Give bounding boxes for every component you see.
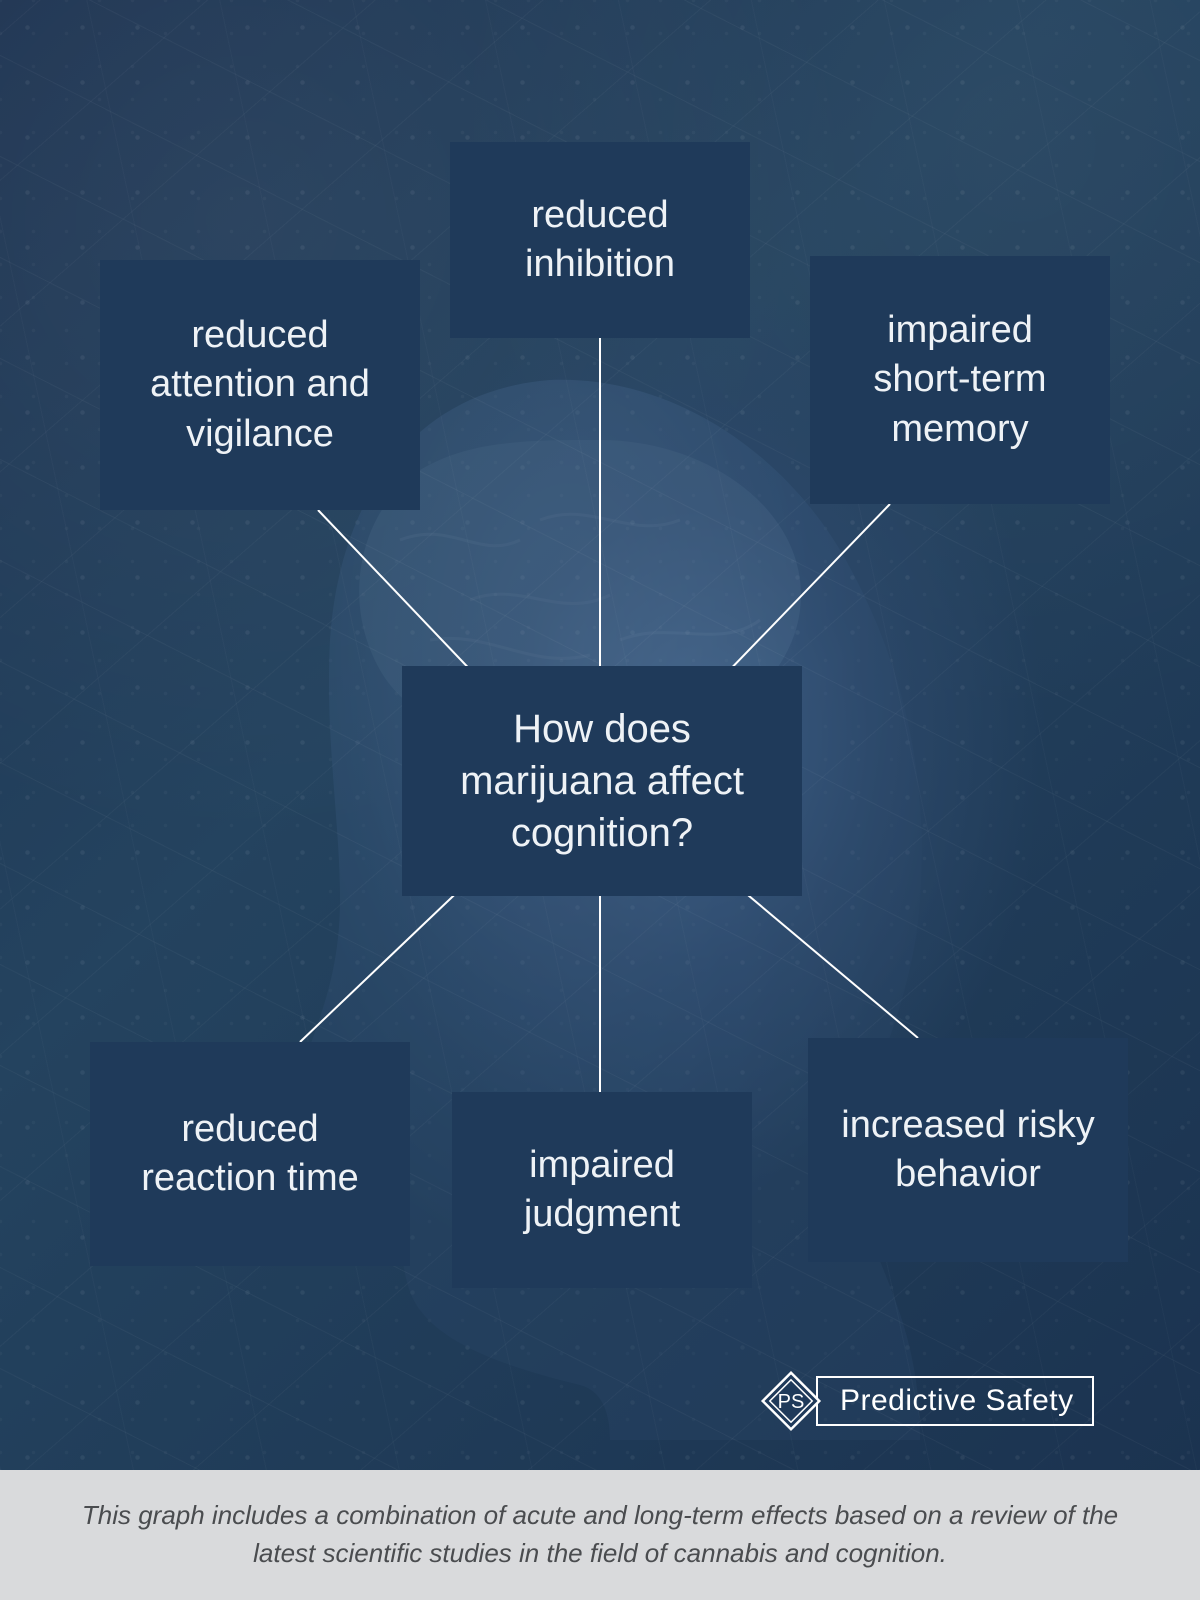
leaf-node-judgment: impaired judgment — [452, 1092, 752, 1288]
center-node: How does marijuana affect cognition? — [402, 666, 802, 896]
leaf-node-risky: increased risky behavior — [808, 1038, 1128, 1262]
logo-diamond-icon: PS — [760, 1370, 822, 1432]
infographic-canvas: How does marijuana affect cognition? red… — [0, 0, 1200, 1600]
leaf-node-memory: impaired short-term memory — [810, 256, 1110, 504]
leaf-node-reaction: reduced reaction time — [90, 1042, 410, 1266]
brand-logo: PS Predictive Safety — [760, 1370, 1094, 1432]
logo-initials: PS — [778, 1391, 805, 1413]
footer-caption: This graph includes a combination of acu… — [0, 1470, 1200, 1600]
leaf-node-inhibition: reduced inhibition — [450, 142, 750, 338]
leaf-node-attention: reduced attention and vigilance — [100, 260, 420, 510]
logo-brand-name: Predictive Safety — [816, 1376, 1094, 1426]
